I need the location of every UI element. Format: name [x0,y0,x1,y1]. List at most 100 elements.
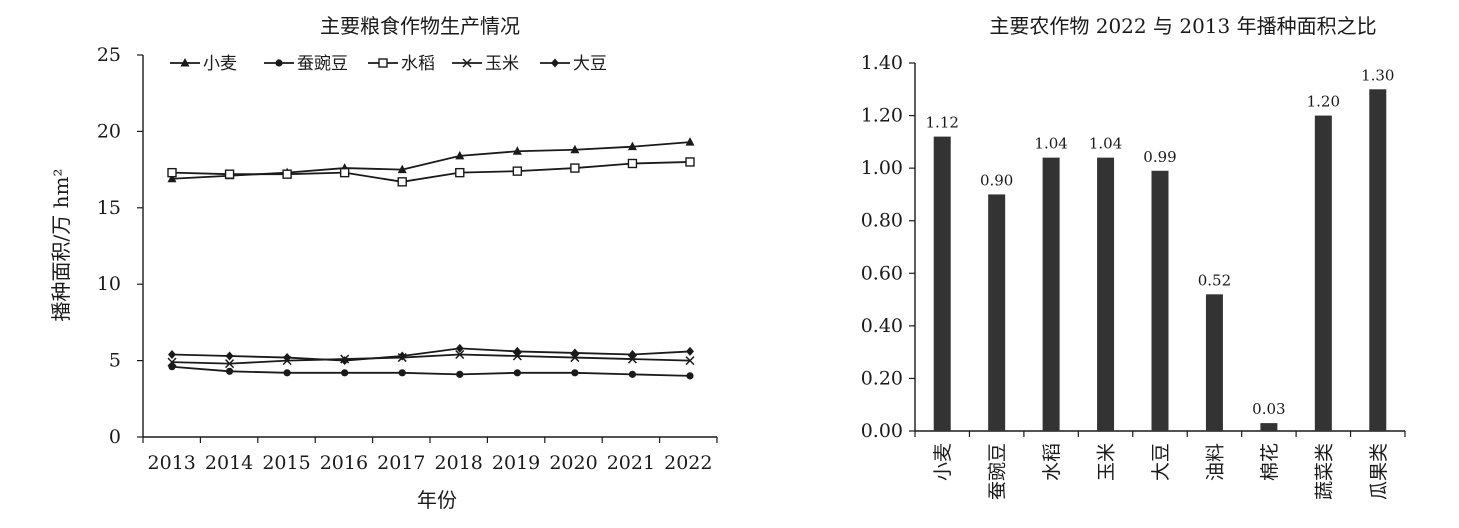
category-label: 蔬菜类 [1313,443,1335,500]
bar-value-label: 1.30 [1361,66,1394,84]
y-tick-label: 0 [109,426,121,448]
category-label: 瓜果类 [1368,443,1390,500]
y-tick-label: 20 [97,120,121,142]
x-tick-label: 2015 [262,452,310,474]
data-point [627,141,637,151]
data-point [628,349,637,359]
legend-marker [180,58,190,67]
y-tick-label: 1.40 [861,52,903,74]
category-label: 棉花 [1259,443,1281,481]
category-label: 蚕豌豆 [987,443,1009,500]
legend-marker [551,58,559,68]
bar [1097,157,1115,431]
line-chart-axes [142,55,717,438]
data-point [685,137,695,146]
data-point [512,166,523,176]
y-tick-label: 0.20 [861,367,903,389]
data-point [628,370,637,378]
line-chart-x-axis-label: 年份 [417,488,457,512]
bar-chart-title: 主要农作物 2022 与 2013 年播种面积之比 [989,14,1376,38]
data-point [686,372,694,380]
x-tick-label: 2020 [549,452,597,474]
series-triangle [167,137,695,183]
bar [988,194,1006,431]
category-label: 大豆 [1150,443,1172,481]
series-line [171,141,691,180]
data-point [283,369,291,377]
line-chart-ticks: 0 5 10 15 20 25 2013 2014 2015 2016 2017 2018 2019 20… [97,44,718,474]
y-tick-label: 5 [109,350,121,372]
series-line [171,365,691,377]
category-label: 小麦 [932,443,954,481]
category-label: 玉米 [1096,443,1118,481]
data-point [339,167,350,178]
data-point [455,349,465,360]
x-tick-label: 2013 [148,452,196,474]
x-tick-label: 2018 [435,452,483,474]
y-tick-label: 0.60 [861,262,903,284]
data-point [397,164,407,174]
x-tick-label: 2021 [607,452,655,474]
data-point [225,367,234,375]
data-point [627,158,638,169]
data-point [570,353,580,363]
data-point [455,167,465,178]
y-tick-label: 0.80 [861,210,903,232]
bar-value-label: 1.12 [926,114,959,132]
bar-value-label: 0.99 [1143,148,1176,166]
series-line [171,353,691,365]
y-tick-label: 0.40 [861,315,903,337]
legend-label: 大豆 [573,54,607,74]
series-x [167,349,695,369]
legend-label: 玉米 [485,54,519,74]
category-label: 油料 [1204,443,1226,481]
bar [1151,170,1169,431]
y-tick-label: 1.00 [861,157,903,179]
bar-value-label: 0.52 [1198,271,1231,289]
data-point [340,356,349,366]
data-point [224,169,235,179]
y-tick-label: 25 [97,44,121,66]
series-square [167,157,695,187]
data-point [398,369,406,377]
bar [1042,157,1060,431]
x-tick-label: 2014 [205,452,253,474]
y-tick-label: 0.00 [861,420,903,442]
legend-marker [462,58,472,68]
line-chart-title: 主要粮食作物生产情况 [320,14,520,38]
data-point [512,351,522,361]
data-point [167,357,177,367]
data-point [456,370,464,378]
data-point [397,177,407,187]
data-point [167,173,177,183]
bar-value-label: 1.20 [1307,93,1340,111]
series-line [171,347,691,362]
data-point [570,348,579,358]
bar [1314,115,1332,432]
data-point [686,346,694,356]
legend-label: 水稻 [401,54,435,74]
x-tick-label: 2016 [320,452,368,474]
data-point [283,353,292,363]
legend-marker [275,59,283,67]
legend-marker [378,58,388,68]
bar-value-label: 1.04 [1034,135,1067,153]
bar [1205,294,1223,431]
y-tick-label: 10 [97,273,121,295]
line-chart-series [167,137,695,380]
data-point [282,169,292,179]
bar [933,136,951,431]
data-point [167,167,177,178]
x-tick-label: 2017 [377,452,425,474]
data-point [513,369,521,377]
x-tick-label: 2022 [664,452,712,474]
bar-value-label: 0.03 [1252,400,1285,418]
bar-value-label: 1.04 [1089,135,1122,153]
data-point [685,157,695,167]
data-point [168,349,176,359]
y-tick-label: 1.20 [861,105,903,127]
y-tick-label: 15 [97,197,121,219]
category-label: 水稻 [1041,443,1063,481]
bar-chart-bars: 1.12 0.90 1.04 1.04 0.99 0.52 0.03 1.20 1.30 [926,66,1394,432]
